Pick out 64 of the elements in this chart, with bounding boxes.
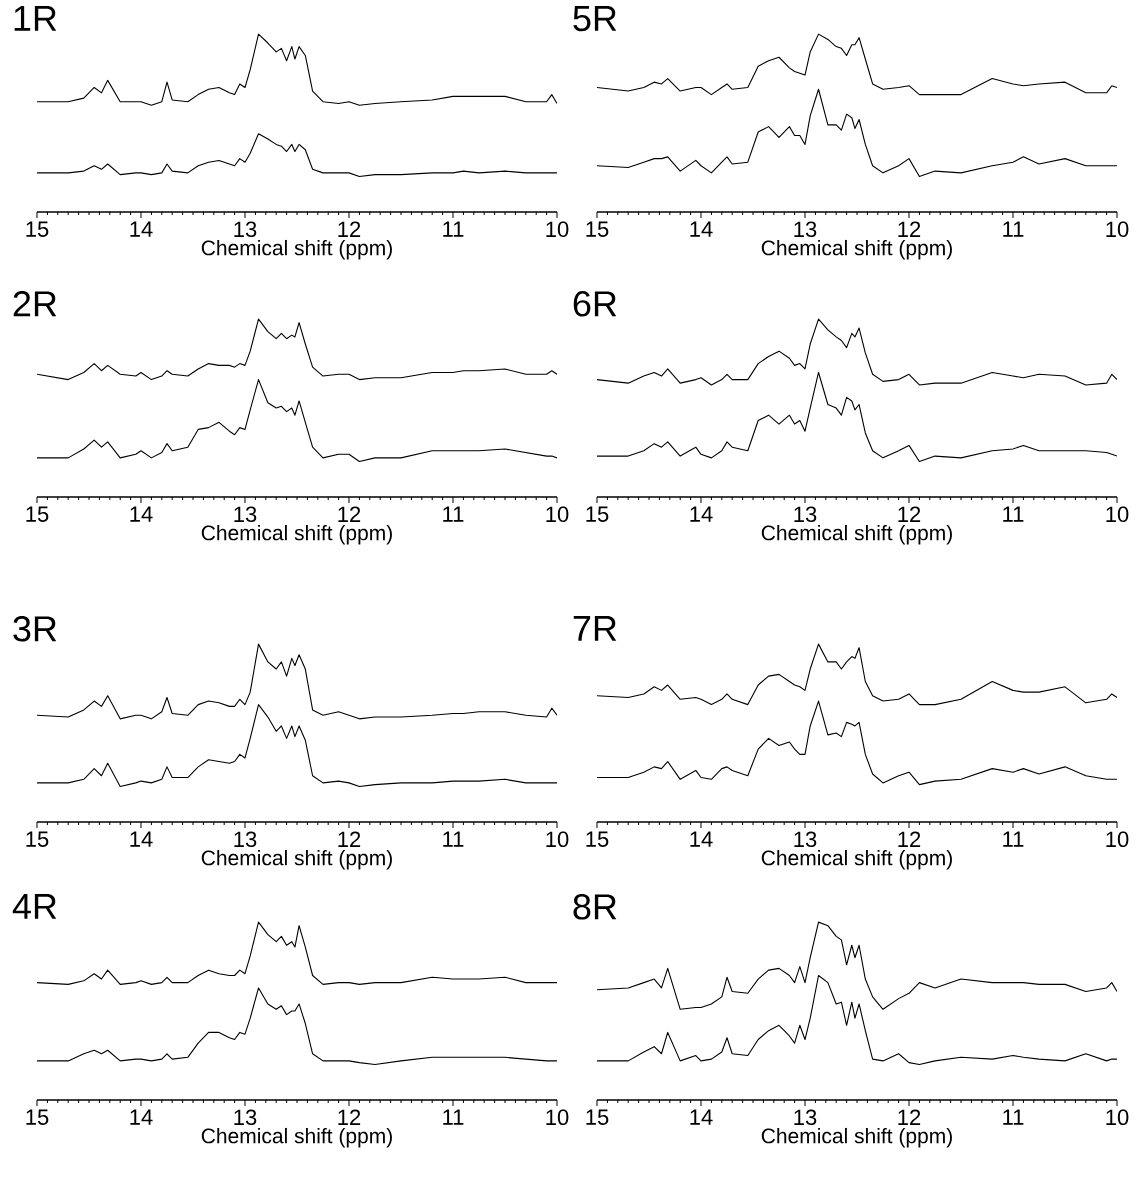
x-axis-title: Chemical shift (ppm) [761, 849, 952, 870]
x-tick-label: 12 [338, 1109, 361, 1125]
x-tick-label: 12 [898, 221, 921, 237]
x-tick-label: 13 [234, 1109, 257, 1126]
x-tick-label: 14 [130, 1109, 153, 1125]
chart-title: 6R [573, 291, 617, 317]
x-tick-label: 13 [794, 506, 817, 523]
x-tick-label: 12 [898, 831, 921, 847]
x-tick-label: 15 [586, 506, 609, 522]
x-tick-label: 10 [1106, 506, 1129, 523]
x-tick-label: 10 [546, 506, 569, 523]
x-tick-label: 14 [130, 221, 153, 237]
x-tick-label: 15 [586, 221, 609, 237]
x-tick-label: 10 [546, 1109, 569, 1126]
x-tick-label: 14 [130, 831, 153, 847]
x-tick-label: 15 [26, 506, 49, 522]
x-axis-title: Chemical shift (ppm) [761, 524, 952, 545]
x-tick-label: 15 [26, 221, 49, 237]
x-axis-title: Chemical shift (ppm) [201, 524, 392, 545]
x-tick-label: 11 [443, 506, 464, 522]
x-axis-title: Chemical shift (ppm) [201, 849, 392, 870]
x-axis-title: Chemical shift (ppm) [201, 1127, 392, 1148]
x-tick-label: 14 [690, 1109, 713, 1125]
x-tick-label: 11 [1003, 1109, 1024, 1125]
x-tick-label: 13 [234, 506, 257, 523]
x-tick-label: 13 [234, 831, 257, 848]
x-tick-label: 13 [794, 1109, 817, 1126]
x-tick-label: 15 [586, 1109, 609, 1125]
x-axis-title: Chemical shift (ppm) [761, 239, 952, 260]
x-tick-label: 14 [690, 221, 713, 237]
x-tick-label: 12 [338, 506, 361, 522]
x-tick-label: 14 [690, 506, 713, 522]
chart-title: 5R [573, 6, 617, 32]
x-tick-label: 11 [1003, 221, 1024, 237]
chart-title: 8R [573, 894, 617, 920]
x-tick-label: 13 [794, 831, 817, 848]
chart-title: 7R [573, 616, 617, 641]
x-tick-label: 11 [443, 221, 464, 237]
chart-title: 4R [12, 894, 57, 919]
x-tick-label: 14 [690, 831, 713, 847]
x-tick-label: 11 [443, 831, 464, 847]
x-tick-label: 12 [898, 506, 921, 522]
x-tick-label: 14 [130, 506, 153, 522]
x-tick-label: 15 [586, 831, 609, 847]
x-tick-label: 12 [898, 1109, 921, 1125]
chart-title: 3R [13, 616, 57, 642]
x-tick-label: 12 [338, 831, 361, 847]
x-tick-label: 10 [546, 221, 569, 238]
chart-title: 2R [13, 291, 57, 317]
x-tick-label: 10 [1106, 831, 1129, 848]
x-tick-label: 15 [26, 831, 49, 847]
x-axis-title: Chemical shift (ppm) [761, 1127, 952, 1148]
x-tick-label: 10 [1106, 221, 1129, 238]
x-tick-label: 10 [546, 831, 569, 848]
x-tick-label: 11 [1003, 506, 1024, 522]
x-tick-label: 13 [234, 221, 257, 238]
x-tick-label: 13 [794, 221, 817, 238]
x-tick-label: 10 [1106, 1109, 1129, 1126]
x-tick-label: 11 [443, 1109, 464, 1125]
x-tick-label: 11 [1003, 831, 1024, 847]
x-tick-label: 12 [338, 221, 361, 237]
x-axis-title: Chemical shift (ppm) [201, 239, 392, 260]
chart-title: 1R [14, 6, 57, 31]
x-tick-label: 15 [26, 1109, 49, 1125]
